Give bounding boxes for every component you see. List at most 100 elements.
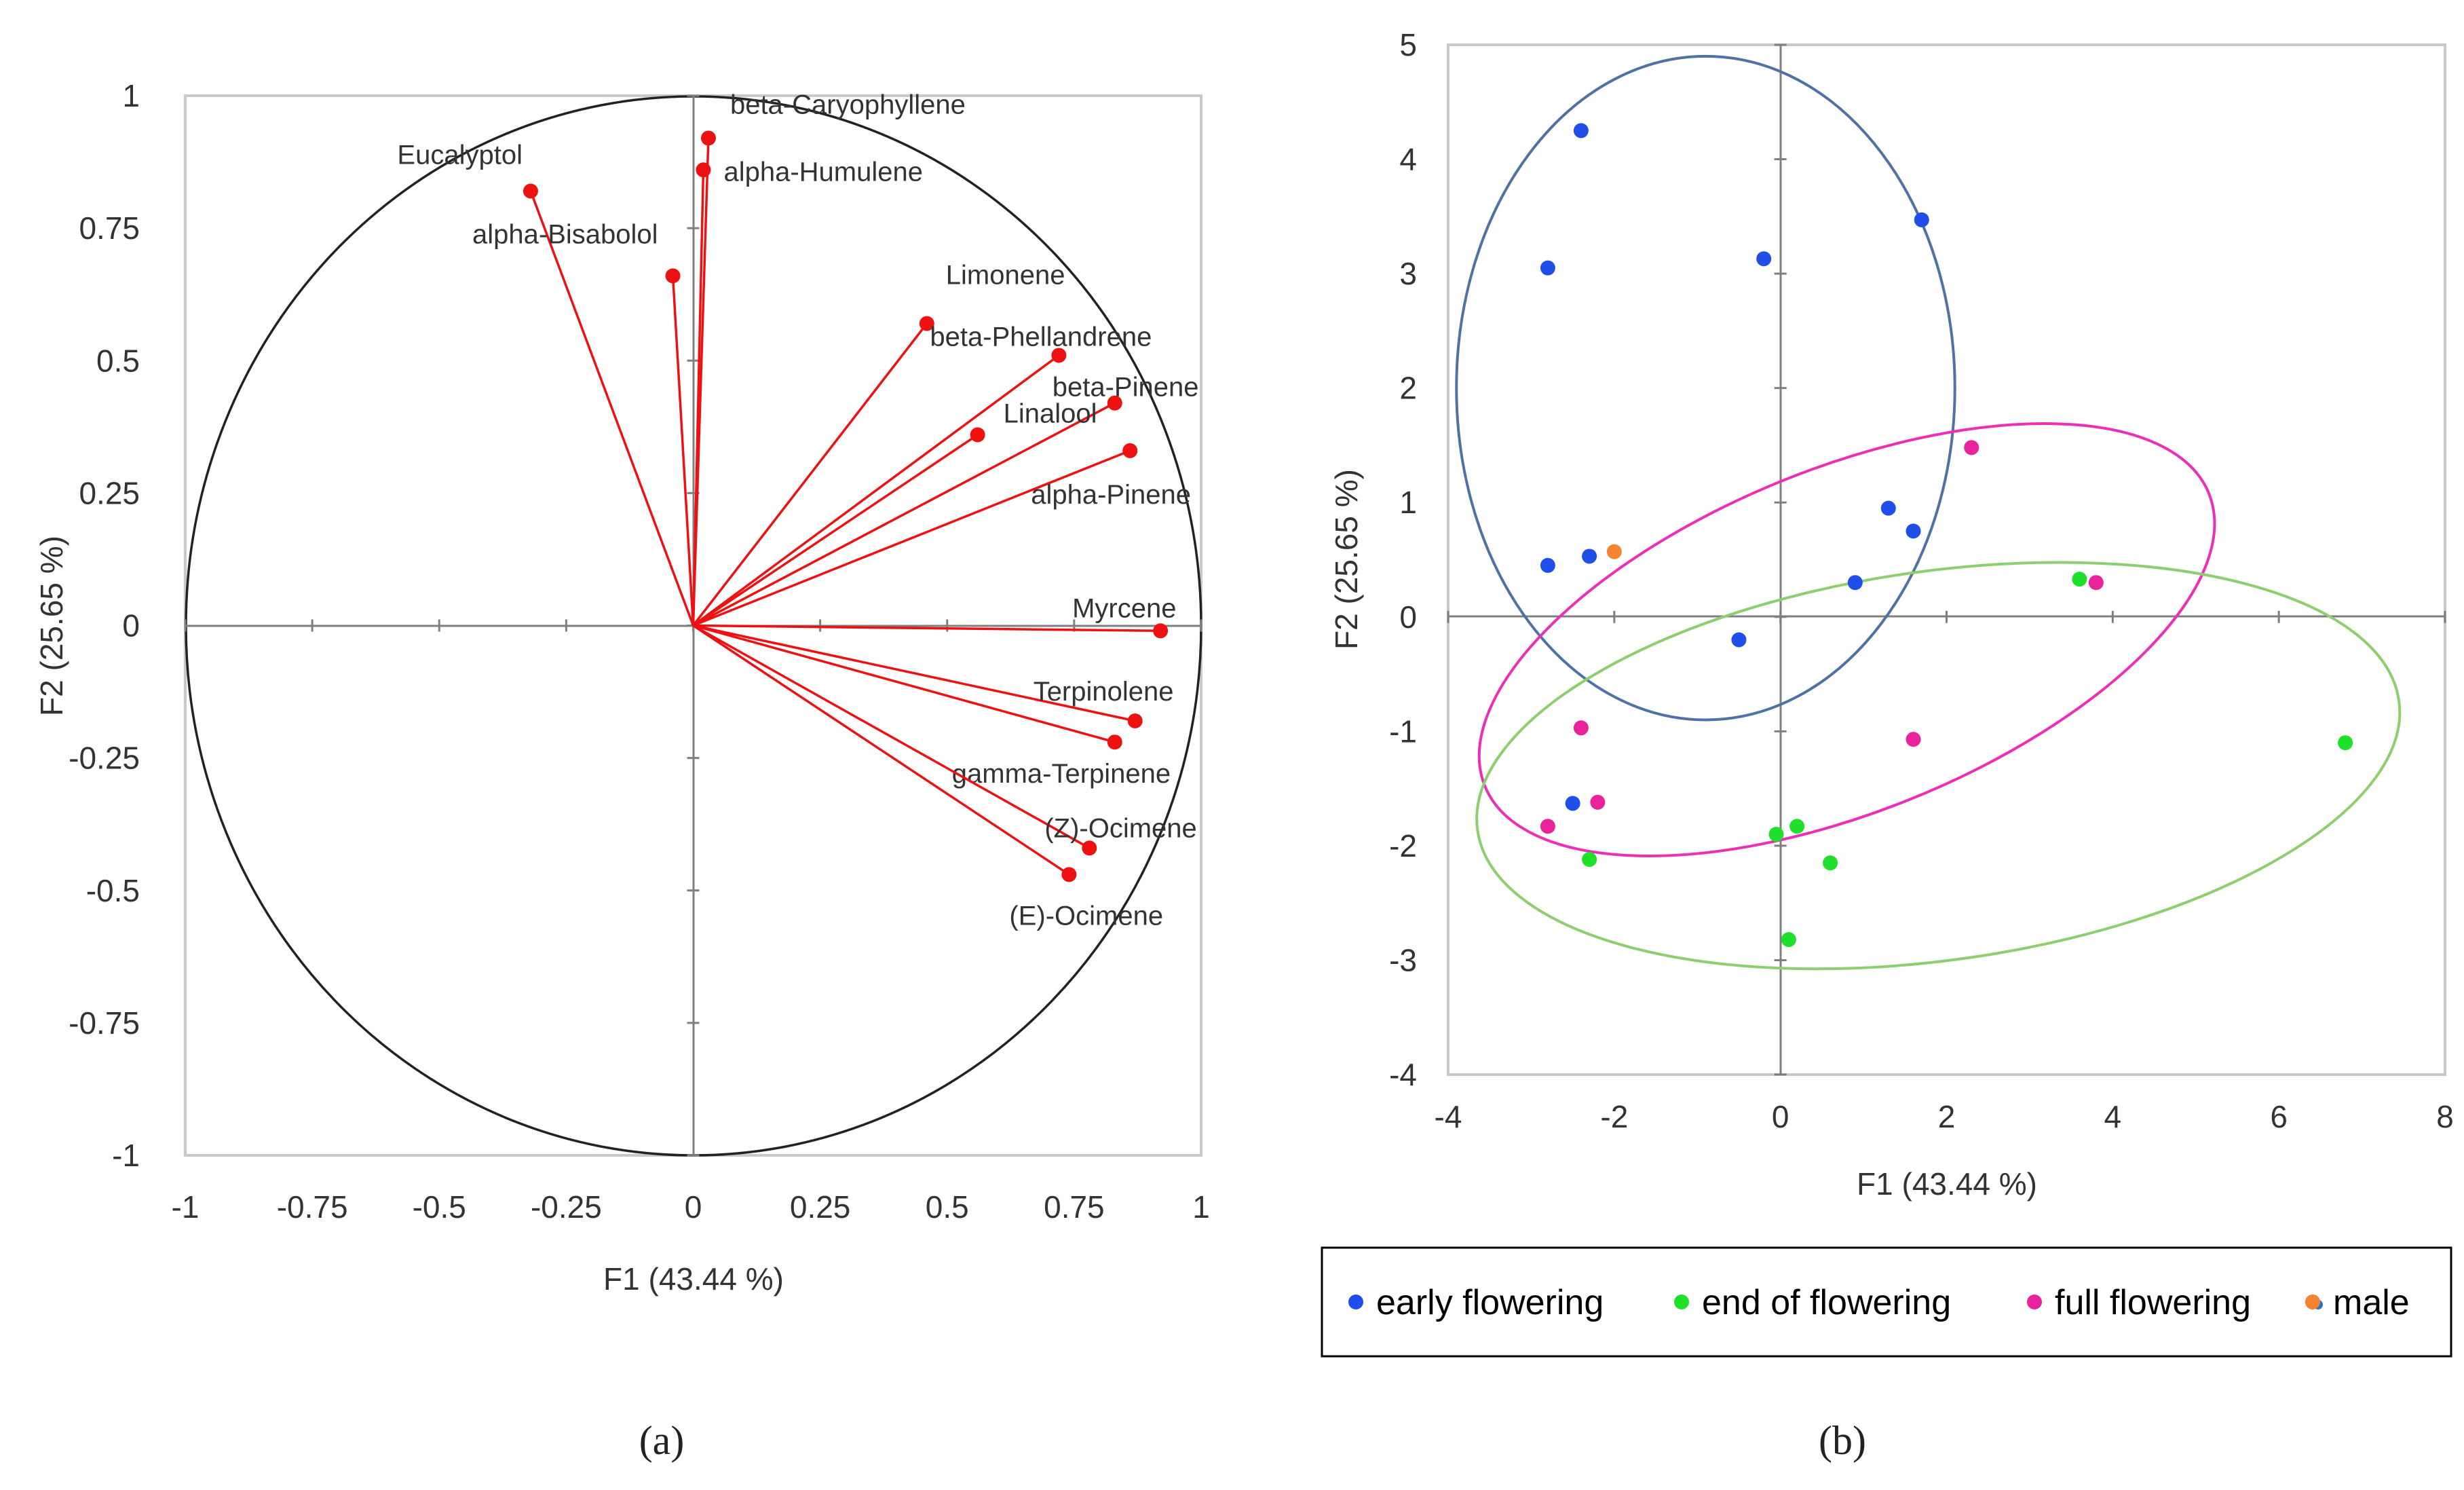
vector-label-alpha-bisabolol: alpha-Bisabolol (472, 219, 658, 249)
chart-a-y-axis-title: F2 (25.65 %) (34, 536, 69, 716)
vector-point-limonene (919, 316, 934, 331)
vector-label-alpha-pinene: alpha-Pinene (1031, 480, 1191, 510)
chart-b-y-tick-label: -1 (1389, 713, 1417, 749)
point-early-flowering (1565, 796, 1580, 811)
chart-a-panel-label: (a) (639, 1418, 685, 1463)
chart-a-y-tick-label: -0.5 (86, 873, 140, 908)
point-full-flowering (1573, 720, 1589, 736)
chart-b-y-tick-label: -3 (1389, 942, 1417, 977)
vector-label-alpha-humulene: alpha-Humulene (723, 157, 923, 187)
legend-frame (1321, 1246, 2452, 1358)
vector-label-terpinolene: Terpinolene (1034, 677, 1174, 707)
point-end-of-flowering (1823, 855, 1838, 871)
chart-b-x-axis-title: F1 (43.44 %) (1857, 1166, 2037, 1202)
chart-a-x-tick-label: 0 (685, 1189, 702, 1225)
vector-alpha-humulene (691, 170, 705, 626)
legend-marker-end-of-flowering (1674, 1295, 1689, 1309)
chart-b-legend: early flowering end of flowering full flow… (1321, 1246, 2452, 1358)
vector-label-eucalyptol: Eucalyptol (397, 140, 523, 170)
ellipse-early-flowering (1455, 54, 1956, 722)
point-early-flowering (1731, 632, 1747, 648)
chart-a-y-tick-label: 1 (122, 78, 140, 113)
legend-label-early-flowering: early flowering (1376, 1283, 1604, 1322)
chart-b-x-tick-label: -2 (1600, 1099, 1628, 1134)
legend-marker-full-flowering (2027, 1295, 2042, 1309)
vector-point-z-ocimene (1082, 840, 1097, 856)
point-end-of-flowering (2338, 735, 2353, 751)
vector-beta-pinene (692, 402, 1116, 627)
vector-label-linalool: Linalool (1004, 399, 1097, 429)
chart-b-x-tick-label: 4 (2104, 1099, 2122, 1134)
chart-a-x-tick-label: -0.5 (413, 1189, 466, 1225)
chart-a-x-tick-label: -0.75 (277, 1189, 348, 1225)
point-full-flowering (1540, 819, 1555, 834)
vector-label-beta-phellandrene: beta-Phellandrene (930, 322, 1152, 352)
vector-linalool (692, 434, 979, 627)
chart-a-x-tick-label: -0.25 (531, 1189, 602, 1225)
point-end-of-flowering (1789, 819, 1805, 834)
vector-point-gamma-terpinene (1107, 734, 1122, 750)
point-full-flowering (1964, 440, 1979, 455)
point-early-flowering (1540, 557, 1555, 573)
point-full-flowering (2088, 575, 2104, 591)
chart-b-y-tick-label: -4 (1389, 1057, 1417, 1092)
chart-b-y-tick-label: 2 (1399, 371, 1417, 406)
chart-b-x-tick-label: 6 (2270, 1099, 2288, 1134)
point-full-flowering (1590, 794, 1606, 810)
chart-a-y-tick-label: -0.75 (69, 1005, 140, 1041)
vector-point-beta-phellandrene (1051, 348, 1067, 363)
chart-a-x-axis-title: F1 (43.44 %) (603, 1261, 784, 1297)
chart-a-y-tick-label: 0.25 (79, 475, 140, 510)
chart-a-x-tick-label: 0.75 (1044, 1189, 1105, 1225)
point-end-of-flowering (1768, 827, 1784, 842)
point-early-flowering (1906, 523, 1921, 539)
chart-a-correlation-circle: -1 -0.75 -0.5 -0.25 0 0.25 0.5 0.75 1 -1 -0.75 -0.5… (34, 78, 1210, 1463)
legend-marker-male-front (2305, 1295, 2320, 1309)
chart-a-x-tick-label: 1 (1192, 1189, 1210, 1225)
point-early-flowering (1914, 212, 1929, 227)
vector-point-alpha-humulene (696, 162, 711, 178)
chart-b-x-tick-label: 0 (1772, 1099, 1789, 1134)
legend-label-end-of-flowering: end of flowering (1702, 1283, 1951, 1322)
vector-alpha-pinene (692, 449, 1131, 627)
chart-a-x-tick-label: -1 (172, 1189, 200, 1225)
vector-label-limonene: Limonene (946, 261, 1065, 291)
vector-point-terpinolene (1127, 713, 1143, 728)
vector-label-e-ocimene: (E)-Ocimene (1009, 901, 1163, 931)
vector-point-linalool (970, 427, 985, 443)
chart-b-x-tick-label: 2 (1938, 1099, 1956, 1134)
vector-gamma-terpinene (693, 624, 1116, 743)
point-male (1606, 544, 1622, 559)
vector-alpha-bisabolol (671, 276, 695, 626)
ellipse-full-flowering (1477, 422, 2216, 857)
chart-b-panel-label: (b) (1819, 1418, 1866, 1463)
vector-label-beta-pinene: beta-Pinene (1053, 373, 1199, 403)
vector-e-ocimene (692, 625, 1070, 876)
point-end-of-flowering (1582, 852, 1597, 868)
vector-label-z-ocimene: (Z)-Ocimene (1044, 813, 1196, 843)
vector-point-alpha-pinene (1122, 443, 1138, 458)
vector-myrcene (693, 624, 1161, 633)
vector-point-beta-caryophyllene (700, 130, 716, 146)
chart-a-y-tick-label: 0.5 (96, 343, 140, 378)
point-end-of-flowering (2072, 572, 2087, 587)
chart-b-x-tick-label: -4 (1435, 1099, 1462, 1134)
point-early-flowering (1540, 260, 1555, 276)
chart-b-y-tick-label: 0 (1399, 599, 1417, 635)
vector-label-myrcene: Myrcene (1072, 593, 1176, 623)
vector-point-e-ocimene (1061, 867, 1077, 882)
point-early-flowering (1880, 500, 1896, 516)
point-early-flowering (1756, 251, 1772, 267)
vector-point-myrcene (1153, 623, 1169, 639)
chart-b-score-plot: -4 -2 0 2 4 6 8 -4 -3 -2 -1 0 1 2 3 4 5 F1 (43.44 %) F2 … (1321, 27, 2454, 1463)
chart-a-x-tick-label: 0.5 (926, 1189, 969, 1225)
vector-point-eucalyptol (523, 183, 538, 199)
vector-limonene (692, 322, 928, 627)
chart-a-y-tick-label: 0 (122, 608, 140, 644)
chart-b-y-tick-label: 5 (1399, 27, 1417, 62)
chart-b-x-tick-label: 8 (2436, 1099, 2454, 1134)
point-early-flowering (1582, 548, 1597, 564)
chart-b-plot-frame (1447, 43, 2446, 1076)
vector-label-gamma-terpinene: gamma-Terpinene (952, 759, 1171, 789)
